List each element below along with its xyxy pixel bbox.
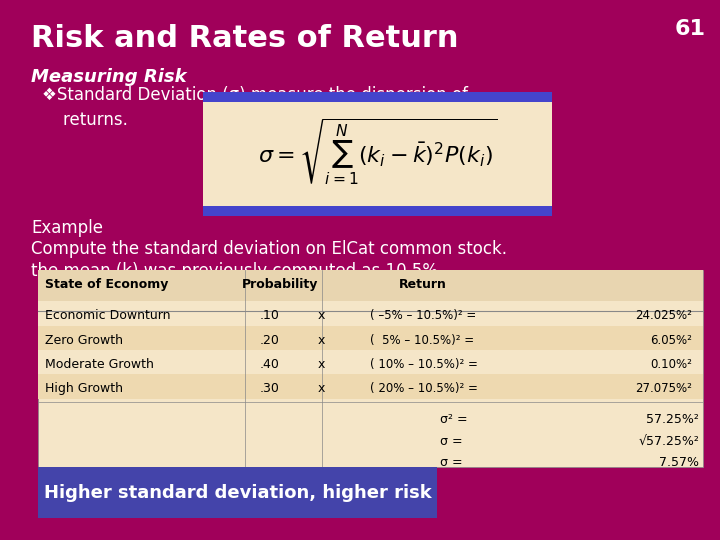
FancyBboxPatch shape [38, 270, 703, 310]
Text: Risk and Rates of Return: Risk and Rates of Return [32, 24, 459, 53]
Text: √57.25%²: √57.25%² [638, 435, 699, 448]
FancyBboxPatch shape [202, 92, 552, 102]
Text: x: x [318, 358, 325, 371]
Text: Example: Example [32, 219, 104, 237]
Text: 24.025%²: 24.025%² [635, 309, 692, 322]
FancyBboxPatch shape [202, 102, 552, 206]
Text: x: x [318, 382, 325, 395]
Text: σ =: σ = [441, 456, 463, 469]
FancyBboxPatch shape [38, 374, 703, 399]
Text: Economic Downturn: Economic Downturn [45, 309, 171, 322]
Text: ( –5% – 10.5%)² =: ( –5% – 10.5%)² = [371, 309, 477, 322]
FancyBboxPatch shape [202, 206, 552, 216]
Text: Probability: Probability [241, 278, 318, 291]
Text: Compute the standard deviation on ElCat common stock.: Compute the standard deviation on ElCat … [32, 240, 508, 258]
Text: 61: 61 [675, 19, 706, 39]
Text: 6.05%²: 6.05%² [650, 334, 692, 347]
Text: High Growth: High Growth [45, 382, 123, 395]
Text: $\sigma = \sqrt{\sum_{i=1}^{N}(k_i - \bar{k})^2 P(k_i)}$: $\sigma = \sqrt{\sum_{i=1}^{N}(k_i - \ba… [258, 116, 498, 186]
FancyBboxPatch shape [38, 301, 703, 326]
Text: (  5% – 10.5%)² =: ( 5% – 10.5%)² = [371, 334, 474, 347]
Text: .10: .10 [259, 309, 279, 322]
Text: .40: .40 [259, 358, 279, 371]
Text: Moderate Growth: Moderate Growth [45, 358, 154, 371]
Text: .30: .30 [259, 382, 279, 395]
Text: Higher standard deviation, higher risk: Higher standard deviation, higher risk [44, 484, 431, 502]
Text: Return: Return [398, 278, 446, 291]
Text: x: x [318, 334, 325, 347]
Text: x: x [318, 309, 325, 322]
Text: 0.10%²: 0.10%² [650, 358, 692, 371]
Text: ( 20% – 10.5%)² =: ( 20% – 10.5%)² = [371, 382, 478, 395]
FancyBboxPatch shape [38, 350, 703, 374]
Text: 27.075%²: 27.075%² [635, 382, 692, 395]
FancyBboxPatch shape [38, 467, 437, 518]
Text: 7.57%: 7.57% [659, 456, 699, 469]
FancyBboxPatch shape [38, 270, 703, 467]
Text: Measuring Risk: Measuring Risk [32, 68, 187, 85]
Text: ❖Standard Deviation (σ) measure the dispersion of
    returns.: ❖Standard Deviation (σ) measure the disp… [42, 86, 468, 130]
Text: .20: .20 [259, 334, 279, 347]
Text: Zero Growth: Zero Growth [45, 334, 123, 347]
Text: σ² =: σ² = [441, 413, 468, 426]
Text: State of Economy: State of Economy [45, 278, 168, 291]
Text: ( 10% – 10.5%)² =: ( 10% – 10.5%)² = [371, 358, 478, 371]
Text: σ =: σ = [441, 435, 463, 448]
Text: 57.25%²: 57.25%² [646, 413, 699, 426]
FancyBboxPatch shape [38, 326, 703, 350]
Text: the mean (k) was previously computed as 10.5%: the mean (k) was previously computed as … [32, 262, 438, 280]
